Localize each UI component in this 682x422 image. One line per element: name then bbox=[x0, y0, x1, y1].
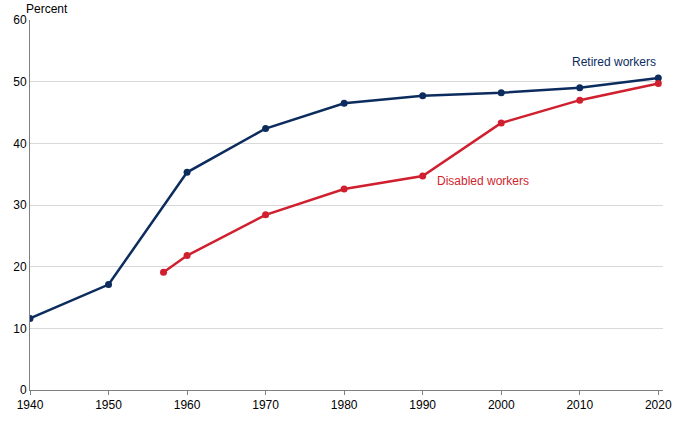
svg-text:1990: 1990 bbox=[409, 398, 436, 412]
svg-text:1950: 1950 bbox=[95, 398, 122, 412]
svg-text:1980: 1980 bbox=[331, 398, 358, 412]
svg-text:60: 60 bbox=[13, 13, 27, 27]
svg-text:2010: 2010 bbox=[566, 398, 593, 412]
svg-text:Retired workers: Retired workers bbox=[572, 55, 656, 69]
svg-text:1970: 1970 bbox=[252, 398, 279, 412]
svg-text:1940: 1940 bbox=[17, 398, 44, 412]
svg-text:1960: 1960 bbox=[174, 398, 201, 412]
svg-text:30: 30 bbox=[13, 198, 27, 212]
svg-text:40: 40 bbox=[13, 137, 27, 151]
svg-text:2000: 2000 bbox=[488, 398, 515, 412]
svg-text:20: 20 bbox=[13, 260, 27, 274]
svg-text:10: 10 bbox=[13, 322, 27, 336]
svg-text:Percent: Percent bbox=[26, 2, 68, 16]
svg-text:2020: 2020 bbox=[645, 398, 672, 412]
svg-text:0: 0 bbox=[20, 383, 27, 397]
svg-text:50: 50 bbox=[13, 75, 27, 89]
svg-text:Disabled workers: Disabled workers bbox=[437, 174, 529, 188]
